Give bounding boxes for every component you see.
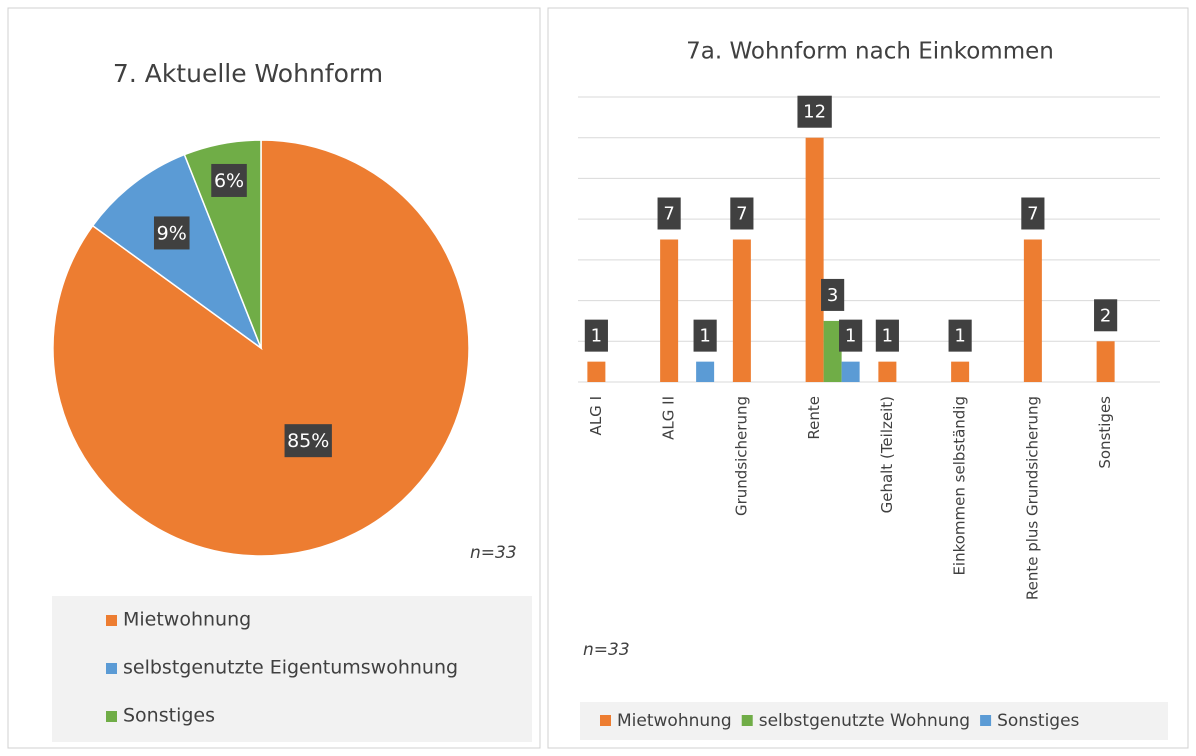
- data-label-box: [153, 216, 190, 250]
- data-label-box: [211, 163, 247, 197]
- x-tick-label: ALG I: [587, 396, 605, 435]
- pie-legend-box: [52, 596, 532, 742]
- bar: [1096, 341, 1115, 382]
- data-label: 1: [845, 326, 856, 347]
- panel-right: [547, 7, 1189, 749]
- data-label: 1: [591, 326, 602, 347]
- data-label-box: [875, 319, 899, 352]
- data-label: 1: [882, 326, 893, 347]
- data-label: 6%: [214, 170, 244, 192]
- data-label-box: [1021, 197, 1045, 230]
- data-label: 9%: [157, 222, 187, 244]
- bar: [587, 361, 606, 382]
- data-label-box: [839, 319, 863, 352]
- bar: [823, 320, 842, 382]
- data-label-box: [948, 319, 972, 352]
- legend-label: Mietwohnung: [617, 711, 732, 731]
- bar-legend-box: [580, 702, 1168, 740]
- data-label-box: [584, 319, 608, 352]
- legend-swatch: [106, 615, 117, 626]
- bar: [841, 361, 860, 382]
- data-label: 1: [954, 326, 965, 347]
- pie-title: 7. Aktuelle Wohnform: [113, 59, 383, 88]
- legend-swatch: [741, 715, 753, 726]
- bar: [951, 361, 970, 382]
- data-label: 7: [1027, 204, 1038, 225]
- bar: [696, 361, 715, 382]
- bar: [878, 361, 897, 382]
- data-label: 2: [1100, 305, 1111, 326]
- bar: [732, 239, 751, 382]
- legend-swatch: [600, 715, 611, 726]
- data-label-box: [821, 278, 845, 311]
- bar-annotation: n=33: [583, 640, 630, 660]
- data-label-box: [1094, 299, 1118, 332]
- x-tick-label: Gehalt (Teilzeit): [878, 396, 896, 513]
- data-label-box: [797, 95, 832, 128]
- legend-label: selbstgenutzte Eigentumswohnung: [123, 657, 458, 679]
- data-label-box: [657, 197, 681, 230]
- pie-annotation: n=33: [470, 543, 517, 563]
- legend-label: Mietwohnung: [123, 609, 251, 631]
- data-label: 3: [827, 285, 838, 306]
- x-tick-label: Sonstiges: [1096, 396, 1114, 469]
- legend-swatch: [980, 715, 992, 726]
- legend-label: Sonstiges: [123, 705, 215, 727]
- bar: [660, 239, 679, 382]
- x-tick-label: Rente plus Grundsicherung: [1023, 396, 1041, 600]
- legend-label: selbstgenutzte Wohnung: [759, 711, 970, 731]
- x-tick-label: Grundsicherung: [732, 396, 750, 516]
- bar-title: 7a. Wohnform nach Einkommen: [686, 39, 1054, 65]
- data-label-box: [693, 319, 717, 352]
- legend-label: Sonstiges: [997, 711, 1079, 731]
- x-tick-label: Einkommen selbständig: [951, 396, 969, 576]
- bar: [1023, 239, 1042, 382]
- pie-slice: [91, 153, 263, 351]
- data-label: 7: [736, 204, 747, 225]
- x-tick-label: ALG II: [660, 396, 678, 440]
- data-label-box: [284, 424, 332, 458]
- legend-swatch: [106, 663, 117, 674]
- legend-swatch: [106, 711, 117, 722]
- data-label: 85%: [287, 430, 329, 452]
- bar: [805, 137, 824, 382]
- data-label-box: [730, 197, 754, 230]
- data-label: 7: [663, 204, 674, 225]
- data-label: 1: [699, 326, 710, 347]
- x-tick-label: Rente: [805, 396, 823, 440]
- data-label: 12: [803, 102, 826, 123]
